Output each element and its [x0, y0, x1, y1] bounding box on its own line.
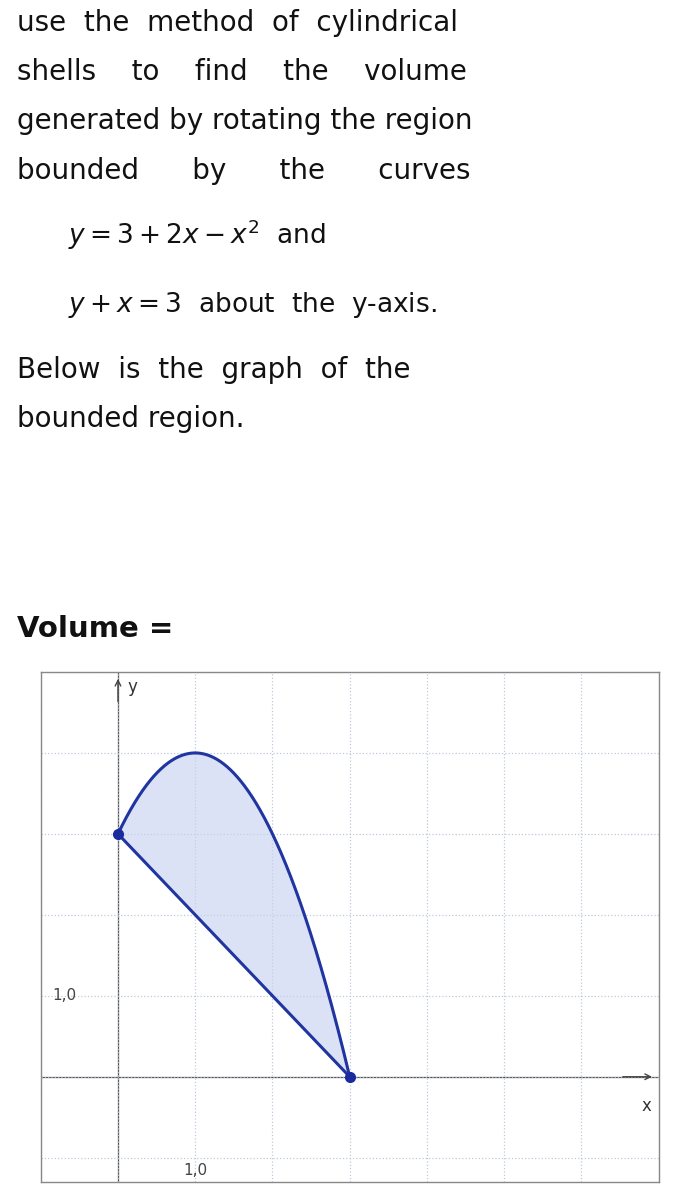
Text: Below  is  the  graph  of  the: Below is the graph of the — [17, 355, 411, 384]
Text: 1,0: 1,0 — [52, 989, 77, 1003]
Text: bounded      by      the      curves: bounded by the curves — [17, 156, 471, 185]
Text: $y+x=3$  about  the  y-axis.: $y+x=3$ about the y-axis. — [68, 289, 437, 319]
Text: Volume =: Volume = — [17, 614, 173, 643]
Text: x: x — [641, 1097, 651, 1115]
Text: bounded region.: bounded region. — [17, 404, 244, 433]
Text: use  the  method  of  cylindrical: use the method of cylindrical — [17, 8, 458, 37]
Text: y: y — [127, 678, 137, 696]
Text: $y=3+2x-x^2$  and: $y=3+2x-x^2$ and — [68, 217, 326, 252]
Text: 1,0: 1,0 — [183, 1163, 207, 1178]
Text: generated by rotating the region: generated by rotating the region — [17, 108, 473, 136]
Text: shells    to    find    the    volume: shells to find the volume — [17, 58, 467, 86]
